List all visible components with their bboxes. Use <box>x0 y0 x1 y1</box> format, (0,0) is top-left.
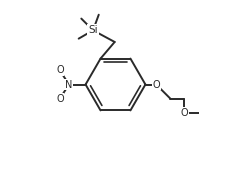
Text: N: N <box>65 79 73 90</box>
Text: O: O <box>56 65 64 75</box>
Text: O: O <box>152 79 160 90</box>
Text: Si: Si <box>88 25 98 35</box>
Text: O: O <box>56 94 64 104</box>
Text: O: O <box>181 108 188 118</box>
